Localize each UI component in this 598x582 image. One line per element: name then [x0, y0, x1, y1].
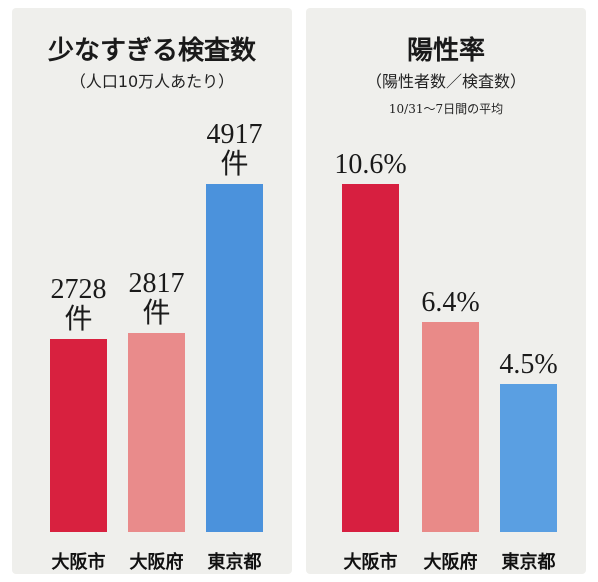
value-label: 4917件	[206, 119, 263, 180]
value-label: 2817件	[128, 267, 185, 329]
category-label: 大阪市	[51, 552, 106, 573]
value-label: 4.5%	[499, 349, 558, 381]
category-label: 大阪府	[423, 552, 478, 573]
value-label: 2728件	[50, 273, 107, 335]
category-label: 東京都	[207, 552, 262, 573]
chart-note: 10/31～7日間の平均	[388, 102, 504, 116]
value-label: 10.6%	[334, 149, 407, 180]
chart-subtitle: （人口10万人あたり）	[69, 72, 235, 91]
bar	[50, 338, 107, 532]
category-label: 大阪府	[129, 552, 184, 573]
chart-panel: 少なすぎる検査数 （人口10万人あたり） 2728件大阪市 2817件大阪府 4917件…	[12, 8, 292, 574]
bar	[128, 332, 185, 532]
value-label: 6.4%	[421, 286, 480, 318]
category-label: 東京都	[501, 552, 556, 573]
chart-title: 陽性率	[406, 36, 485, 66]
category-label: 大阪市	[343, 552, 398, 573]
bar	[422, 321, 479, 532]
bar	[342, 184, 399, 532]
chart-title: 少なすぎる検査数	[47, 36, 256, 66]
bar	[500, 384, 557, 532]
bar	[206, 184, 263, 532]
chart-panel: 陽性率 （陽性者数／検査数） 10/31～7日間の平均 10.6% 大阪市 6.4% 大阪府…	[306, 8, 586, 574]
chart-subtitle: （陽性者数／検査数）	[365, 72, 526, 91]
